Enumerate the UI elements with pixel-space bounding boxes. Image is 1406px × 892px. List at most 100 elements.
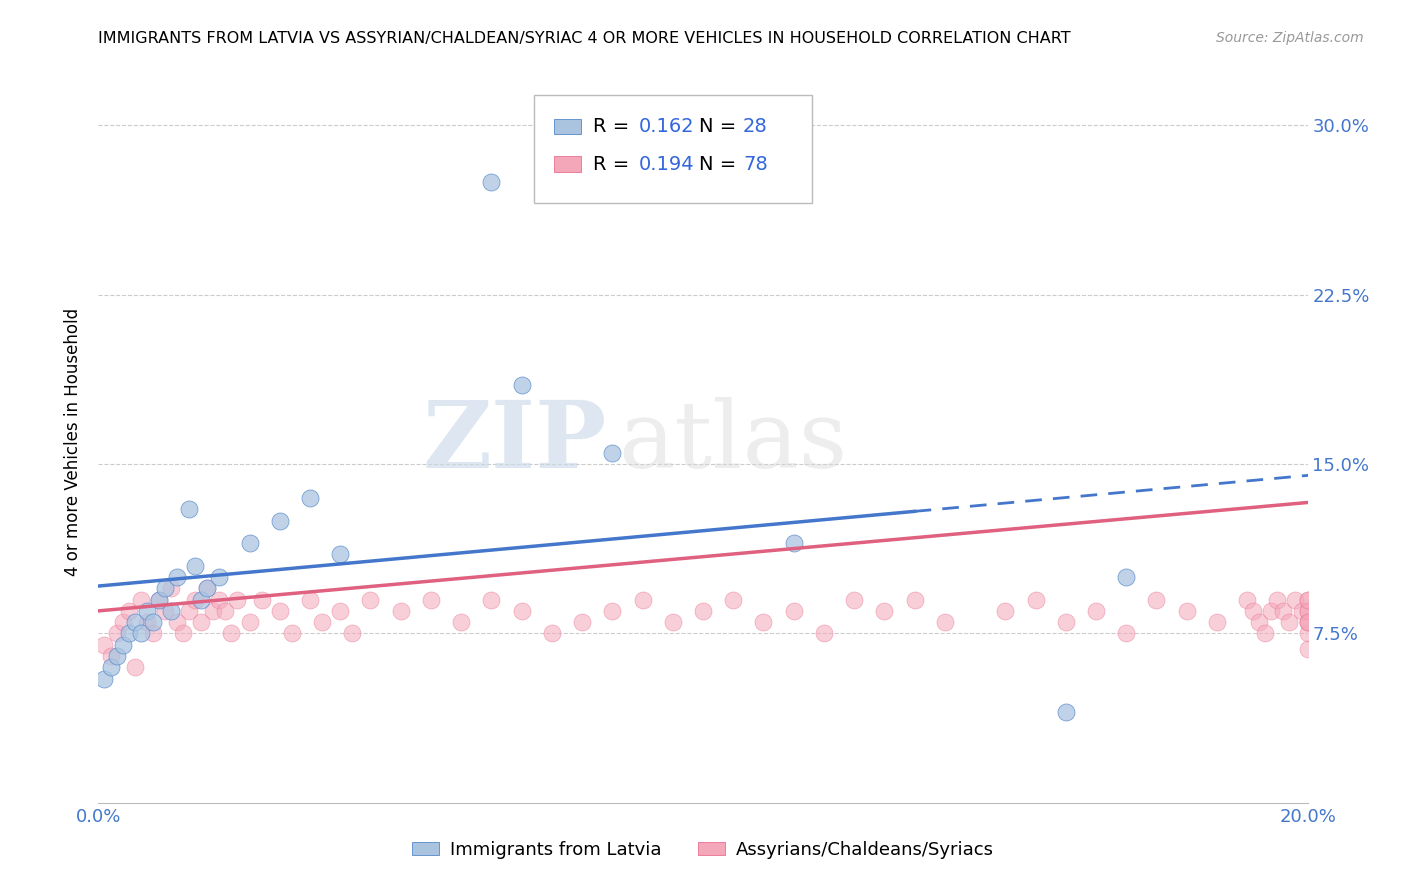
Point bbox=[129, 592, 152, 607]
Point bbox=[105, 626, 128, 640]
Point bbox=[148, 592, 170, 607]
Point bbox=[166, 570, 188, 584]
Point bbox=[571, 615, 593, 630]
Point bbox=[190, 615, 212, 630]
Legend: Immigrants from Latvia, Assyrians/Chaldeans/Syriacs: Immigrants from Latvia, Assyrians/Chalde… bbox=[405, 834, 1001, 866]
Point bbox=[873, 604, 896, 618]
Point bbox=[934, 615, 956, 630]
Point bbox=[783, 536, 806, 550]
Point bbox=[1296, 604, 1319, 618]
Point bbox=[1296, 604, 1319, 618]
Point bbox=[179, 604, 201, 618]
Bar bbox=[554, 156, 581, 172]
Text: R =: R = bbox=[593, 154, 636, 174]
Point bbox=[142, 615, 165, 630]
Point bbox=[1115, 626, 1137, 640]
Point bbox=[723, 592, 745, 607]
Point bbox=[1296, 592, 1319, 607]
Text: 0.162: 0.162 bbox=[638, 117, 695, 136]
Point bbox=[389, 604, 412, 618]
Point bbox=[148, 592, 170, 607]
Point bbox=[311, 615, 333, 630]
Point bbox=[118, 626, 141, 640]
Point bbox=[420, 592, 443, 607]
Bar bbox=[554, 119, 581, 135]
Text: 78: 78 bbox=[742, 154, 768, 174]
Point bbox=[135, 604, 157, 618]
Point bbox=[135, 615, 157, 630]
Point bbox=[1260, 604, 1282, 618]
Text: 0.194: 0.194 bbox=[638, 154, 695, 174]
Point bbox=[184, 558, 207, 573]
Point bbox=[450, 615, 472, 630]
Point bbox=[239, 615, 262, 630]
Point bbox=[602, 446, 624, 460]
Text: 28: 28 bbox=[742, 117, 768, 136]
Point bbox=[813, 626, 835, 640]
Point bbox=[124, 660, 146, 674]
Point bbox=[1054, 615, 1077, 630]
Point bbox=[269, 604, 291, 618]
Text: Source: ZipAtlas.com: Source: ZipAtlas.com bbox=[1216, 31, 1364, 45]
Point bbox=[100, 660, 122, 674]
Point bbox=[142, 626, 165, 640]
Point bbox=[1272, 604, 1295, 618]
Point bbox=[1115, 570, 1137, 584]
Point bbox=[1249, 615, 1271, 630]
Point bbox=[195, 582, 218, 596]
Point bbox=[540, 626, 562, 640]
Point bbox=[1254, 626, 1277, 640]
Text: IMMIGRANTS FROM LATVIA VS ASSYRIAN/CHALDEAN/SYRIAC 4 OR MORE VEHICLES IN HOUSEHO: IMMIGRANTS FROM LATVIA VS ASSYRIAN/CHALD… bbox=[98, 31, 1071, 46]
Text: N =: N = bbox=[699, 117, 742, 136]
Point bbox=[329, 604, 352, 618]
Point bbox=[1296, 642, 1319, 657]
Point bbox=[510, 604, 533, 618]
Point bbox=[631, 592, 654, 607]
Point bbox=[342, 626, 364, 640]
Point bbox=[1054, 706, 1077, 720]
Point bbox=[166, 615, 188, 630]
Point bbox=[160, 604, 183, 618]
Point bbox=[1085, 604, 1108, 618]
Point bbox=[1296, 615, 1319, 630]
Point bbox=[299, 491, 322, 505]
Point bbox=[360, 592, 382, 607]
Point bbox=[994, 604, 1017, 618]
Point bbox=[226, 592, 249, 607]
Point bbox=[153, 604, 176, 618]
Point bbox=[299, 592, 322, 607]
Point bbox=[1144, 592, 1167, 607]
Point bbox=[202, 604, 225, 618]
Point bbox=[481, 592, 503, 607]
Point bbox=[1296, 592, 1319, 607]
Point bbox=[692, 604, 714, 618]
Point bbox=[1296, 626, 1319, 640]
Point bbox=[111, 615, 134, 630]
Point bbox=[1206, 615, 1229, 630]
Point bbox=[844, 592, 866, 607]
Text: ZIP: ZIP bbox=[422, 397, 606, 486]
Point bbox=[214, 604, 236, 618]
Point bbox=[93, 672, 115, 686]
Point bbox=[1278, 615, 1301, 630]
Point bbox=[184, 592, 207, 607]
Point bbox=[1296, 615, 1319, 630]
Point bbox=[1267, 592, 1289, 607]
FancyBboxPatch shape bbox=[534, 95, 811, 203]
Point bbox=[179, 502, 201, 516]
Point bbox=[281, 626, 304, 640]
Point bbox=[111, 638, 134, 652]
Point bbox=[118, 604, 141, 618]
Point bbox=[100, 648, 122, 663]
Point bbox=[129, 626, 152, 640]
Point bbox=[105, 648, 128, 663]
Point bbox=[783, 604, 806, 618]
Y-axis label: 4 or more Vehicles in Household: 4 or more Vehicles in Household bbox=[65, 308, 83, 575]
Point bbox=[195, 582, 218, 596]
Point bbox=[93, 638, 115, 652]
Point bbox=[602, 604, 624, 618]
Point bbox=[904, 592, 927, 607]
Point bbox=[208, 592, 231, 607]
Point bbox=[269, 514, 291, 528]
Point bbox=[1284, 592, 1306, 607]
